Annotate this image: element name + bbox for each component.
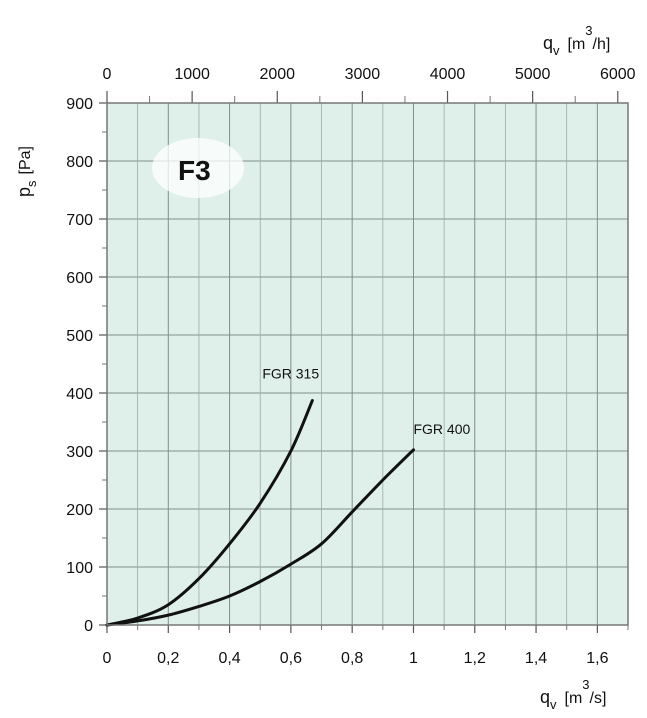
- y-tick-label: 900: [66, 96, 93, 113]
- x-top-unit-suffix: /h]: [593, 36, 611, 53]
- x-bottom-tick-label: 0,6: [280, 650, 302, 667]
- x-top-subscript: v: [553, 43, 560, 58]
- x-bottom-tick-label: 0,2: [157, 650, 179, 667]
- y-tick-label: 700: [66, 212, 93, 229]
- plot-frame: [106, 102, 629, 626]
- series-line-2: [105, 448, 415, 627]
- x-axis-bottom-title: qv [m3/s]: [540, 677, 606, 712]
- series: FGR 315 FGR 400: [105, 366, 470, 627]
- x-top-tick-label: 6000: [600, 66, 636, 83]
- x-axis-top-title: qv [m3/h]: [543, 23, 610, 58]
- x-bottom-tick-label: 1,6: [586, 650, 608, 667]
- x-top-tick-label: 0: [103, 66, 112, 83]
- y-tick-label: 400: [66, 386, 93, 403]
- y-tick-label: 100: [66, 560, 93, 577]
- x-bottom-symbol: q: [540, 687, 550, 707]
- y-axis-unit: [Pa]: [17, 146, 34, 174]
- series-line-1: [105, 399, 314, 627]
- x-top-tick-label: 4000: [430, 66, 466, 83]
- y-tick-label: 0: [84, 618, 93, 635]
- y-axis-subscript: s: [24, 180, 39, 187]
- y-tick-label: 800: [66, 154, 93, 171]
- x-axis-bottom-ticks: 0 0,2 0,4 0,6 0,8 1 1,2 1,4 1,6: [103, 625, 609, 667]
- series-label-2: FGR 400: [413, 421, 470, 437]
- x-top-unit-prefix: [m: [568, 36, 586, 53]
- y-axis-symbol: p: [14, 187, 34, 197]
- x-bottom-unit-suffix: /s]: [590, 690, 607, 707]
- x-bottom-tick-label: 1,2: [464, 650, 486, 667]
- x-top-symbol: q: [543, 33, 553, 53]
- y-tick-label: 500: [66, 328, 93, 345]
- x-top-tick-label: 2000: [259, 66, 295, 83]
- x-bottom-unit-sup: 3: [582, 677, 589, 692]
- x-bottom-unit-prefix: [m: [565, 690, 583, 707]
- x-top-unit-sup: 3: [585, 23, 592, 38]
- series-label-1: FGR 315: [262, 366, 319, 382]
- y-tick-label: 200: [66, 502, 93, 519]
- badge-label: F3: [178, 155, 211, 186]
- y-axis-ticks: 0 100 200 300 400 500 600 700 800 900: [66, 96, 107, 635]
- chart-badge: F3: [152, 138, 244, 198]
- y-tick-label: 600: [66, 270, 93, 287]
- x-bottom-tick-label: 1,4: [525, 650, 547, 667]
- x-bottom-tick-label: 0: [103, 650, 112, 667]
- x-top-tick-label: 5000: [515, 66, 551, 83]
- x-bottom-tick-label: 0,4: [218, 650, 240, 667]
- x-bottom-subscript: v: [550, 697, 557, 712]
- x-axis-top-ticks: 0 1000 2000 3000 4000 5000 6000: [103, 66, 636, 103]
- x-bottom-tick-label: 0,8: [341, 650, 363, 667]
- minor-ticks: [102, 96, 629, 630]
- y-tick-label: 300: [66, 444, 93, 461]
- y-axis-title: ps [Pa]: [14, 146, 39, 197]
- x-top-tick-label: 1000: [174, 66, 210, 83]
- x-top-tick-label: 3000: [345, 66, 381, 83]
- x-bottom-tick-label: 1: [409, 650, 418, 667]
